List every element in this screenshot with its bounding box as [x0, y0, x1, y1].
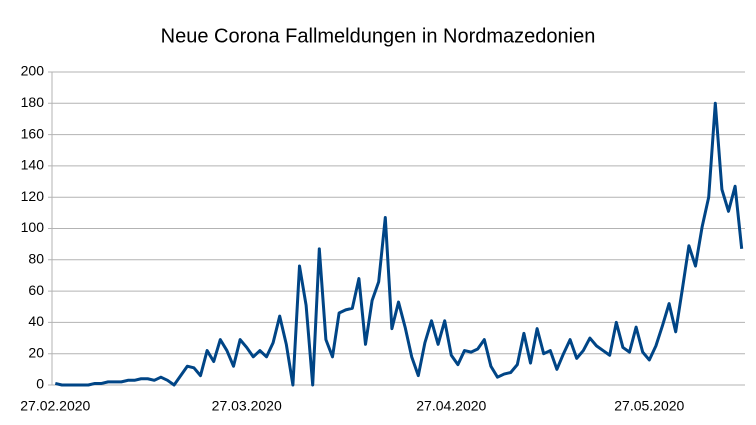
y-tick-label: 20	[28, 344, 44, 360]
data-line	[54, 101, 744, 387]
y-tick-label: 100	[21, 219, 45, 235]
y-tick-label: 80	[28, 251, 44, 267]
y-tick-label: 60	[28, 282, 44, 298]
y-tick-label: 0	[36, 376, 44, 392]
y-tick-label: 120	[21, 188, 45, 204]
x-tick-label: 27.05.2020	[614, 398, 684, 414]
x-tick-label: 27.04.2020	[416, 398, 486, 414]
y-tick-label: 160	[21, 125, 45, 141]
y-tick-label: 200	[21, 63, 45, 79]
x-tick-label: 27.03.2020	[212, 398, 282, 414]
chart-title: Neue Corona Fallmeldungen in Nordmazedon…	[161, 25, 596, 47]
y-tick-label: 140	[21, 157, 45, 173]
y-tick-label: 40	[28, 313, 44, 329]
y-tick-label: 180	[21, 94, 45, 110]
x-tick-label: 27.02.2020	[20, 398, 90, 414]
